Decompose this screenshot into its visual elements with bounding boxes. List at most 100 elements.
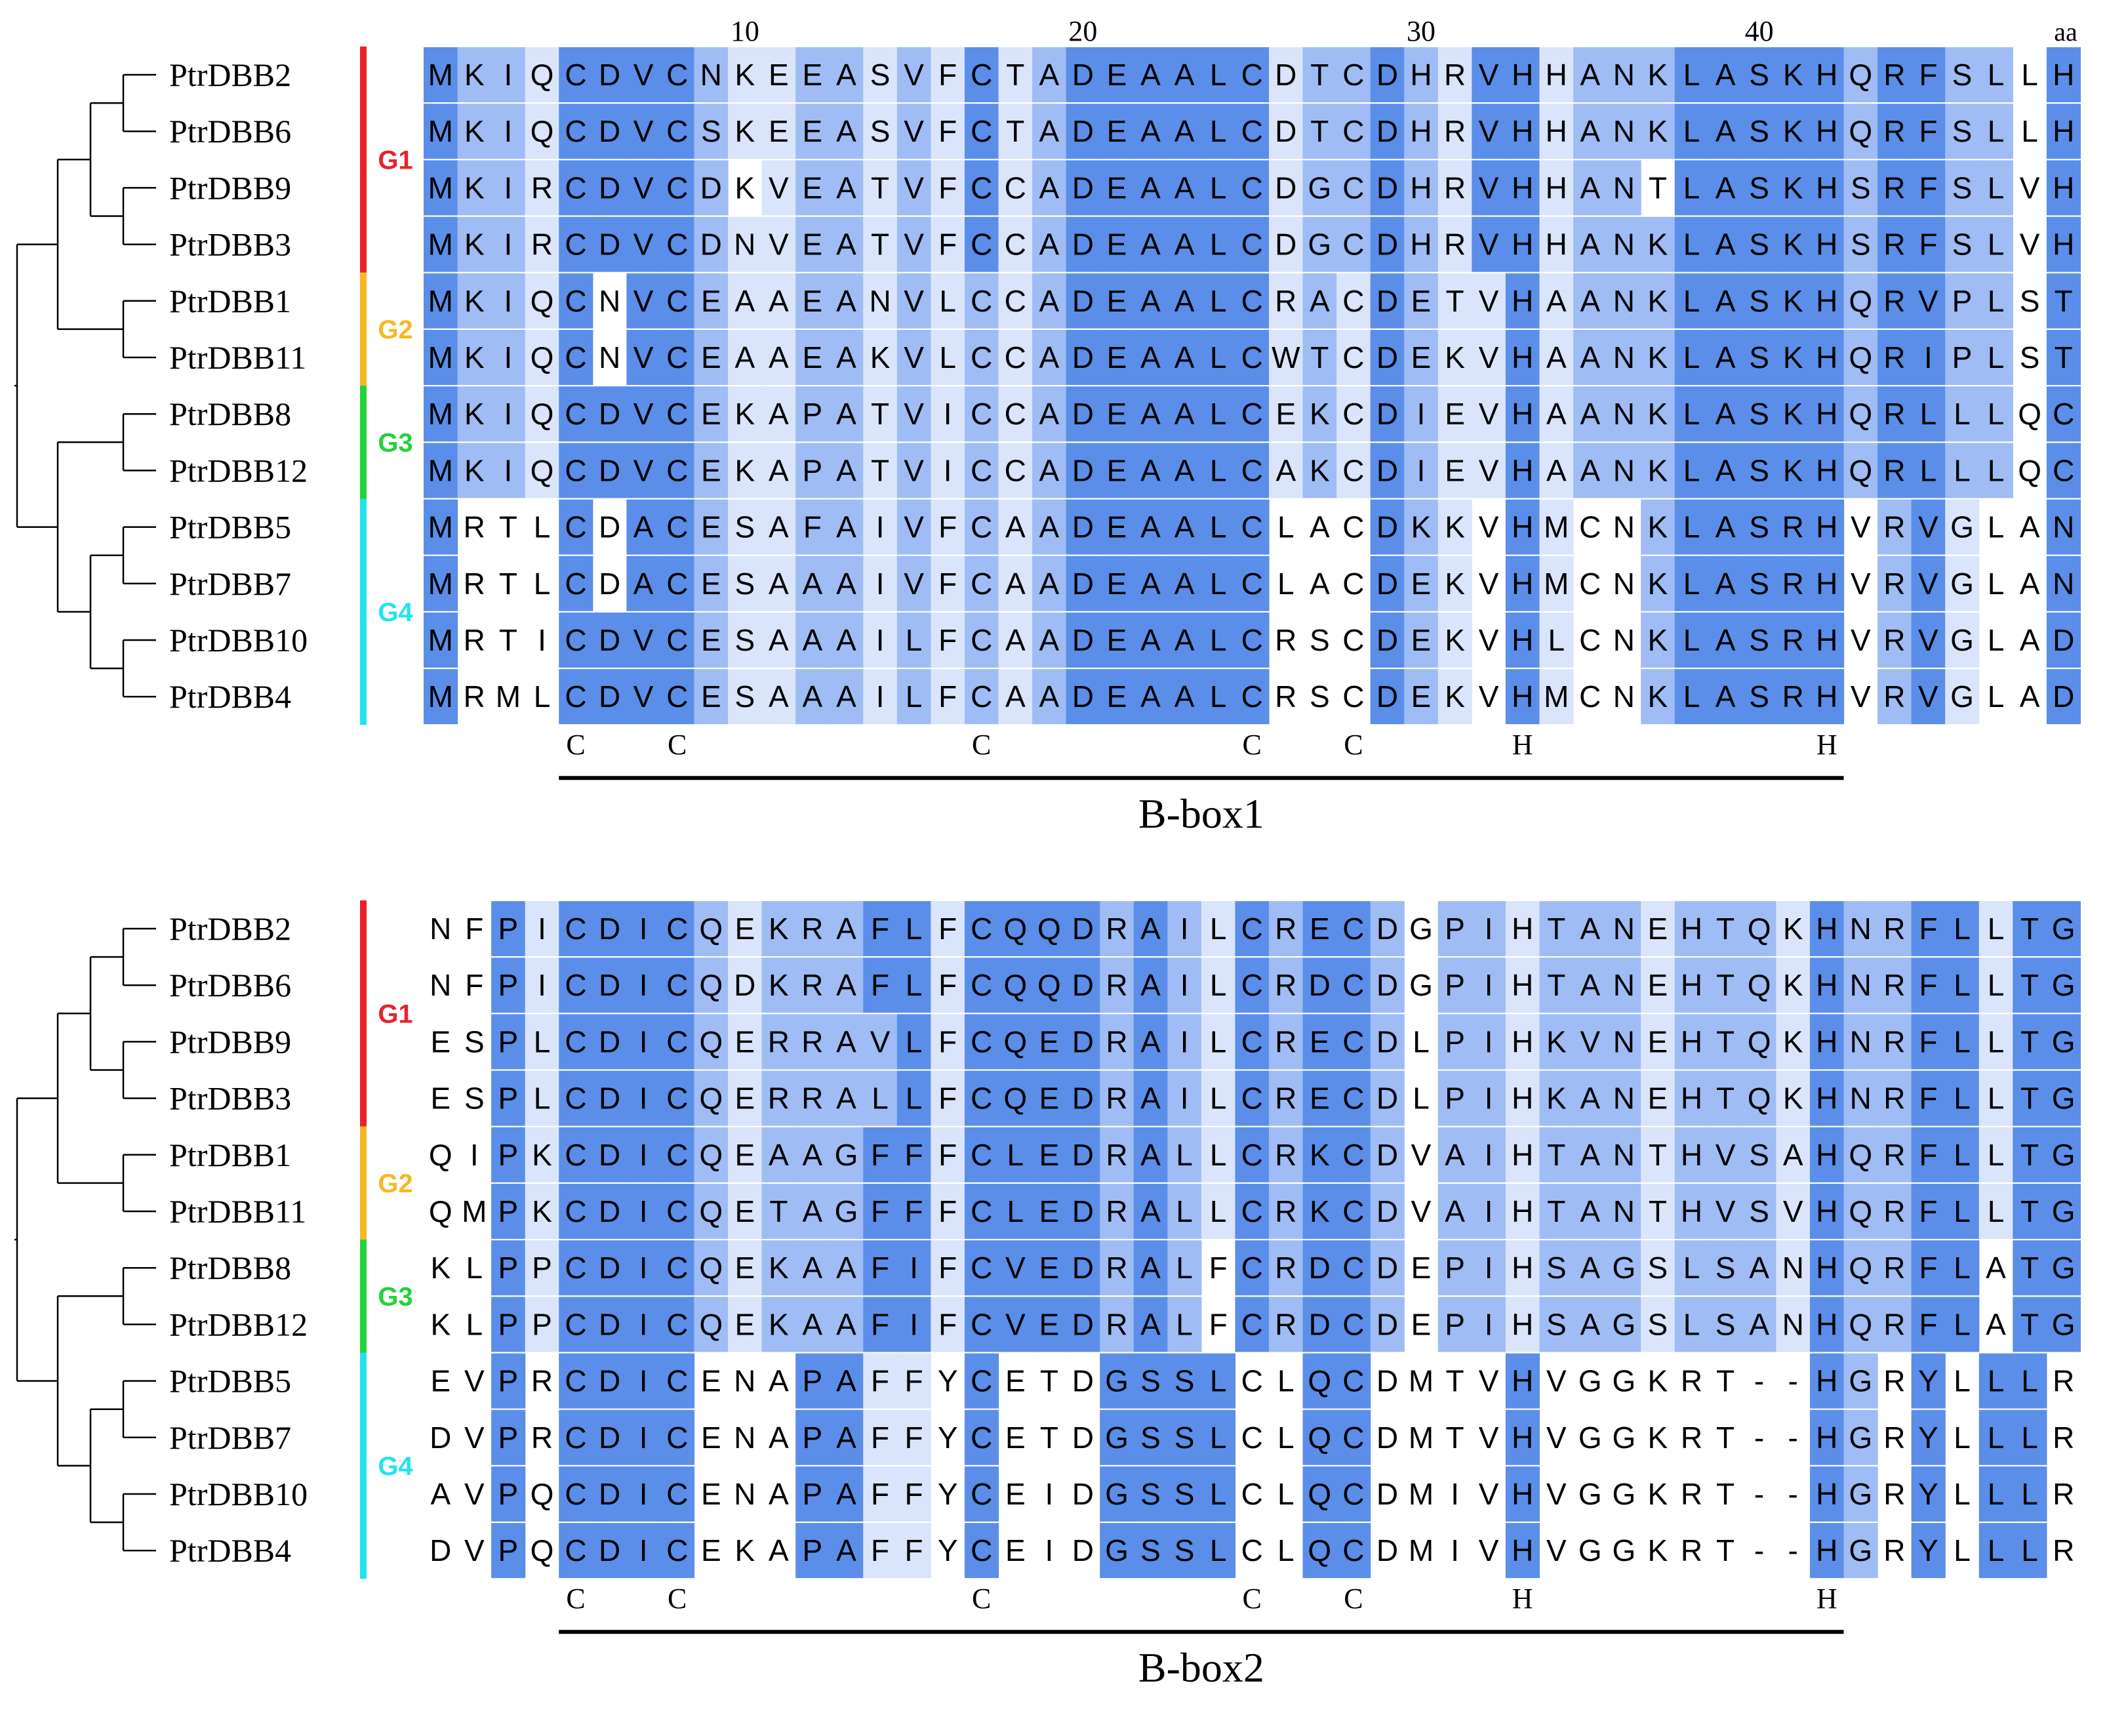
conservation-cell — [1066, 613, 1100, 668]
conservation-cell — [1133, 330, 1168, 385]
motif-residue-label: H — [1512, 729, 1533, 761]
conservation-cell — [1843, 104, 1878, 159]
conservation-cell — [1235, 330, 1270, 385]
conservation-cell — [1032, 958, 1067, 1013]
conservation-cell — [896, 160, 931, 216]
conservation-cell — [626, 1127, 661, 1182]
conservation-cell — [1978, 104, 2013, 159]
conservation-cell — [1843, 1014, 1878, 1070]
conservation-cell — [863, 499, 898, 555]
conservation-cell — [1945, 104, 1980, 159]
conservation-cell — [1370, 901, 1405, 956]
conservation-cell — [424, 104, 458, 159]
conservation-cell — [1167, 443, 1202, 498]
conservation-cell — [1336, 1466, 1371, 1522]
conservation-cell — [1742, 669, 1776, 725]
conservation-cell — [424, 216, 458, 272]
conservation-cell — [525, 958, 559, 1013]
conservation-cell — [1370, 613, 1405, 668]
conservation-cell — [931, 443, 965, 498]
conservation-cell — [1573, 47, 1608, 102]
conservation-cell — [1302, 1184, 1337, 1239]
conservation-cell — [1607, 273, 1641, 329]
conservation-cell — [1167, 1240, 1202, 1296]
conservation-cell — [1302, 1409, 1337, 1465]
conservation-cell — [795, 1240, 830, 1296]
conservation-cell — [863, 386, 898, 442]
conservation-cell — [1742, 273, 1776, 329]
conservation-cell — [1877, 1014, 1912, 1070]
conservation-cell — [1539, 47, 1574, 102]
conservation-cell — [592, 669, 627, 725]
conservation-cell — [728, 613, 763, 668]
conservation-cell — [1539, 669, 1574, 725]
conservation-cell — [1100, 555, 1134, 611]
conservation-cell — [1945, 1070, 1980, 1126]
conservation-cell — [1742, 104, 1776, 159]
conservation-cell — [1776, 330, 1811, 385]
conservation-cell — [1437, 499, 1472, 555]
conservation-cell — [863, 1184, 898, 1239]
conservation-cell — [1573, 443, 1608, 498]
conservation-cell — [559, 104, 593, 159]
conservation-cell — [998, 901, 1033, 956]
conservation-cell — [1100, 160, 1134, 216]
conservation-cell — [1066, 1297, 1100, 1352]
conservation-cell — [1167, 958, 1202, 1013]
conservation-cell — [761, 555, 796, 611]
conservation-cell — [1708, 273, 1743, 329]
conservation-cell — [1032, 1240, 1067, 1296]
conservation-cell — [896, 958, 931, 1013]
conservation-cell — [1674, 104, 1709, 159]
conservation-cell — [863, 443, 898, 498]
conservation-cell — [896, 1240, 931, 1296]
conservation-cell — [592, 47, 627, 102]
conservation-cell — [1708, 216, 1743, 272]
conservation-cell — [1843, 1127, 1878, 1182]
conservation-cell — [1201, 1014, 1236, 1070]
conservation-cell — [1945, 958, 1980, 1013]
conservation-cell — [2046, 1297, 2081, 1352]
conservation-cell — [761, 1014, 796, 1070]
conservation-cell — [829, 1523, 864, 1579]
conservation-cell — [1437, 555, 1472, 611]
conservation-cell — [1911, 104, 1946, 159]
conservation-cell — [1201, 1127, 1236, 1182]
conservation-cell — [1573, 216, 1608, 272]
conservation-cell — [1843, 216, 1878, 272]
conservation-cell — [1539, 1070, 1574, 1126]
conservation-cell — [2013, 1466, 2047, 1522]
conservation-cell — [1539, 1297, 1574, 1352]
conservation-cell — [896, 216, 931, 272]
ruler-tick-label: 10 — [731, 15, 759, 47]
conservation-cell — [1066, 901, 1100, 956]
conservation-cell — [694, 273, 729, 329]
motif-residue-label: C — [566, 1583, 585, 1615]
aligned-sequence: KLPPCDICQEKAAFIFCVEDRALFCRDCDEPIHSAGSLSA… — [430, 1251, 2075, 1285]
conservation-cell — [2046, 613, 2081, 668]
conservation-cell — [1573, 1240, 1608, 1296]
conservation-cell — [1742, 1184, 1776, 1239]
conservation-cell — [863, 1014, 898, 1070]
motif-residue-label: H — [1816, 1583, 1837, 1615]
conservation-cell — [931, 216, 965, 272]
conservation-cell — [1269, 386, 1304, 442]
conservation-cell — [660, 330, 695, 385]
conservation-cell — [1201, 958, 1236, 1013]
conservation-cell — [1235, 386, 1270, 442]
conservation-cell — [1641, 555, 1676, 611]
conservation-cell — [1911, 1466, 1946, 1522]
motif-residue-label: C — [972, 729, 991, 761]
conservation-cell — [1066, 555, 1100, 611]
conservation-cell — [1370, 47, 1405, 102]
conservation-cell — [1269, 47, 1304, 102]
conservation-cell — [761, 330, 796, 385]
conservation-cell — [1708, 386, 1743, 442]
conservation-cell — [491, 47, 526, 102]
conservation-cell — [626, 386, 661, 442]
conservation-cell — [694, 1297, 729, 1352]
group-label: G3 — [378, 428, 412, 457]
ruler-unit-label: aa — [2054, 17, 2077, 47]
conservation-cell — [896, 1184, 931, 1239]
conservation-cell — [2013, 1184, 2047, 1239]
